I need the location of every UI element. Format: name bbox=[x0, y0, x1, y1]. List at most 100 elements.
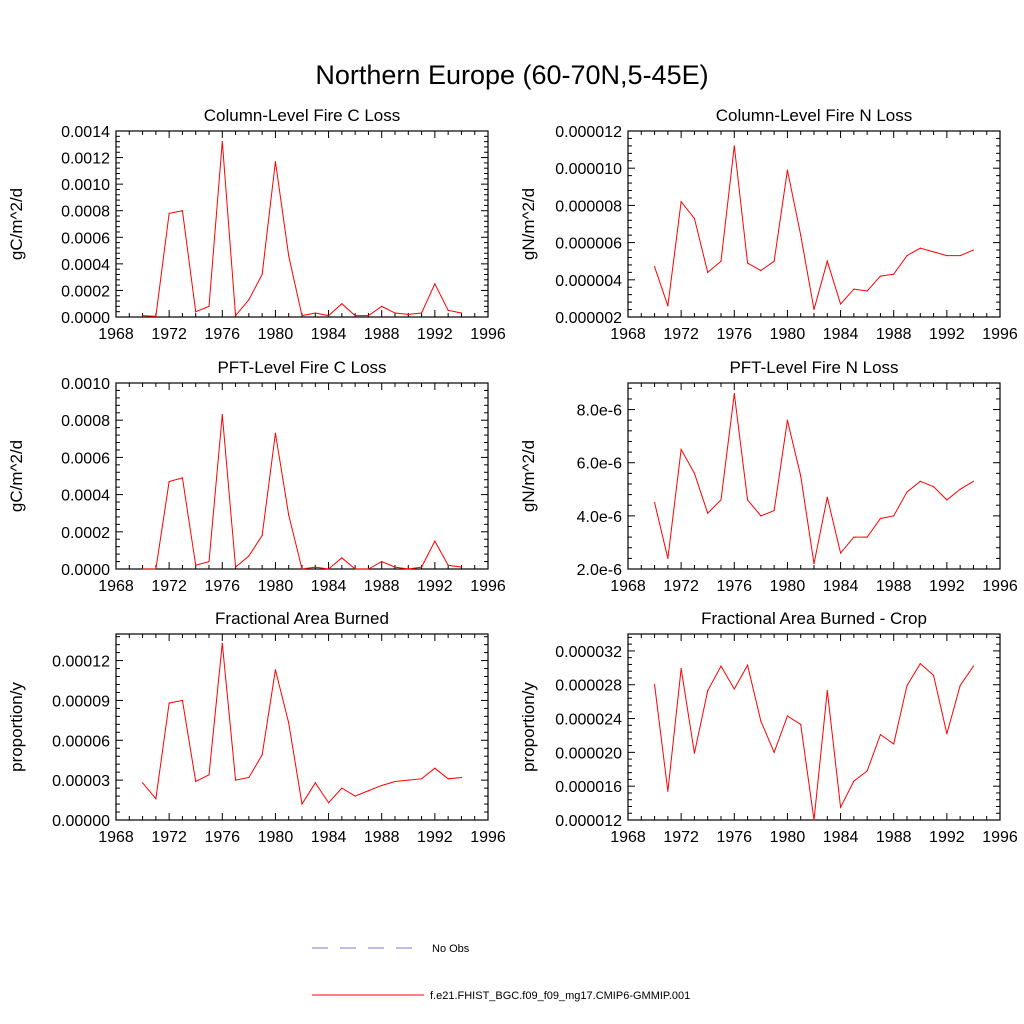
data-point bbox=[680, 201, 682, 203]
data-point bbox=[354, 568, 356, 570]
data-point bbox=[447, 309, 449, 311]
data-point bbox=[720, 665, 722, 667]
data-point bbox=[879, 275, 882, 277]
chart-panel: Fractional Area Burned 1968 1972 1976 1980 19… bbox=[7, 609, 506, 846]
y-tick-label: 0.0004 bbox=[61, 257, 110, 274]
data-point bbox=[420, 312, 423, 314]
data-point bbox=[693, 752, 696, 754]
data-point bbox=[946, 733, 948, 735]
x-tick-label: 1968 bbox=[610, 326, 646, 343]
data-point bbox=[327, 802, 330, 804]
data-point bbox=[314, 312, 316, 314]
series-line bbox=[654, 393, 974, 564]
x-tick-label: 1992 bbox=[929, 578, 965, 595]
data-point bbox=[919, 247, 921, 249]
data-point bbox=[667, 305, 669, 307]
y-tick-label: 0.000012 bbox=[555, 813, 622, 830]
y-tick-label: 0.000032 bbox=[555, 644, 622, 661]
data-point bbox=[773, 751, 775, 753]
data-point bbox=[746, 664, 749, 666]
y-tick-label: 0.000004 bbox=[555, 273, 622, 290]
x-tick-label: 1972 bbox=[151, 326, 187, 343]
plot-frame bbox=[627, 382, 1001, 570]
x-tick-label: 1968 bbox=[98, 829, 134, 846]
data-point bbox=[959, 255, 961, 257]
y-tick-label: 0.0004 bbox=[61, 488, 110, 505]
series-line bbox=[654, 145, 974, 310]
data-point bbox=[760, 269, 762, 272]
y-tick-label: 0.0008 bbox=[61, 413, 110, 430]
data-point bbox=[314, 566, 316, 568]
x-tick-label: 1976 bbox=[204, 326, 240, 343]
y-tick-label: 0.000020 bbox=[555, 745, 622, 762]
data-point bbox=[394, 566, 396, 568]
chart-panel: Column-Level Fire N Loss 1968 1972 1976 1980… bbox=[519, 106, 1018, 343]
y-tick-label: 0.0006 bbox=[61, 230, 110, 247]
chart-panel: PFT-Level Fire C Loss 1968 1972 1976 1980 198… bbox=[7, 358, 506, 595]
y-tick-label: 0.0012 bbox=[61, 151, 110, 168]
data-point bbox=[972, 249, 975, 251]
y-tick-label: 0.000008 bbox=[555, 198, 622, 215]
data-point bbox=[680, 668, 682, 670]
plot-frame bbox=[115, 633, 489, 821]
chart-panel: PFT-Level Fire N Loss 1968 1972 1976 1980 198… bbox=[519, 358, 1018, 595]
chart-panel: Fractional Area Burned - Crop 1968 1972 197… bbox=[519, 609, 1018, 846]
data-point bbox=[707, 512, 709, 514]
data-point bbox=[786, 419, 789, 421]
data-point bbox=[826, 496, 828, 498]
data-point bbox=[434, 283, 436, 285]
data-point bbox=[221, 414, 223, 416]
y-tick-label: 0.000016 bbox=[555, 779, 622, 796]
data-point bbox=[248, 776, 250, 779]
data-point bbox=[866, 290, 868, 292]
data-point bbox=[773, 509, 775, 512]
series-line bbox=[142, 414, 462, 570]
data-point bbox=[946, 499, 948, 501]
y-axis-label: gN/m^2/d bbox=[519, 440, 538, 512]
legend-obs-label: No Obs bbox=[432, 943, 470, 955]
x-tick-label: 1984 bbox=[823, 829, 859, 846]
x-tick-label: 1984 bbox=[823, 578, 859, 595]
x-tick-label: 1992 bbox=[417, 829, 453, 846]
data-point bbox=[208, 774, 210, 776]
y-tick-label: 0.00003 bbox=[52, 773, 110, 790]
x-tick-label: 1972 bbox=[151, 829, 187, 846]
data-point bbox=[301, 568, 303, 570]
data-point bbox=[906, 684, 908, 687]
y-tick-label: 0.00006 bbox=[52, 733, 110, 750]
series-line bbox=[142, 643, 462, 806]
y-tick-label: 6.0e-6 bbox=[577, 456, 622, 473]
data-point bbox=[447, 564, 449, 566]
x-tick-label: 1976 bbox=[204, 829, 240, 846]
data-point bbox=[381, 560, 383, 563]
x-tick-label: 1996 bbox=[982, 829, 1018, 846]
y-axis-label: gC/m^2/d bbox=[7, 440, 26, 512]
x-tick-label: 1992 bbox=[929, 326, 965, 343]
data-point bbox=[707, 690, 709, 692]
data-point bbox=[680, 448, 682, 451]
data-point bbox=[381, 784, 383, 787]
data-point bbox=[893, 273, 895, 275]
x-tick-label: 1980 bbox=[770, 326, 806, 343]
data-point bbox=[208, 560, 210, 563]
x-tick-label: 1976 bbox=[716, 829, 752, 846]
y-tick-label: 0.0000 bbox=[61, 310, 110, 327]
y-tick-label: 0.0008 bbox=[61, 204, 110, 221]
x-tick-label: 1972 bbox=[663, 326, 699, 343]
data-point bbox=[786, 715, 789, 717]
legend-model-label: f.e21.FHIST_BGC.f09_f09_mg17.CMIP6-GMMIP… bbox=[430, 990, 690, 1002]
data-point bbox=[234, 315, 237, 317]
y-tick-label: 2.0e-6 bbox=[577, 562, 622, 579]
data-point bbox=[879, 734, 882, 736]
data-point bbox=[826, 260, 828, 262]
data-point bbox=[972, 665, 975, 667]
y-tick-label: 0.0010 bbox=[61, 376, 110, 393]
chart-title: Column-Level Fire N Loss bbox=[716, 106, 913, 125]
data-point bbox=[420, 566, 423, 568]
data-point bbox=[141, 782, 144, 784]
data-point bbox=[248, 555, 250, 557]
chart-title: Fractional Area Burned - Crop bbox=[701, 609, 927, 628]
data-point bbox=[667, 790, 669, 792]
x-tick-label: 1996 bbox=[470, 829, 506, 846]
data-point bbox=[720, 260, 722, 262]
